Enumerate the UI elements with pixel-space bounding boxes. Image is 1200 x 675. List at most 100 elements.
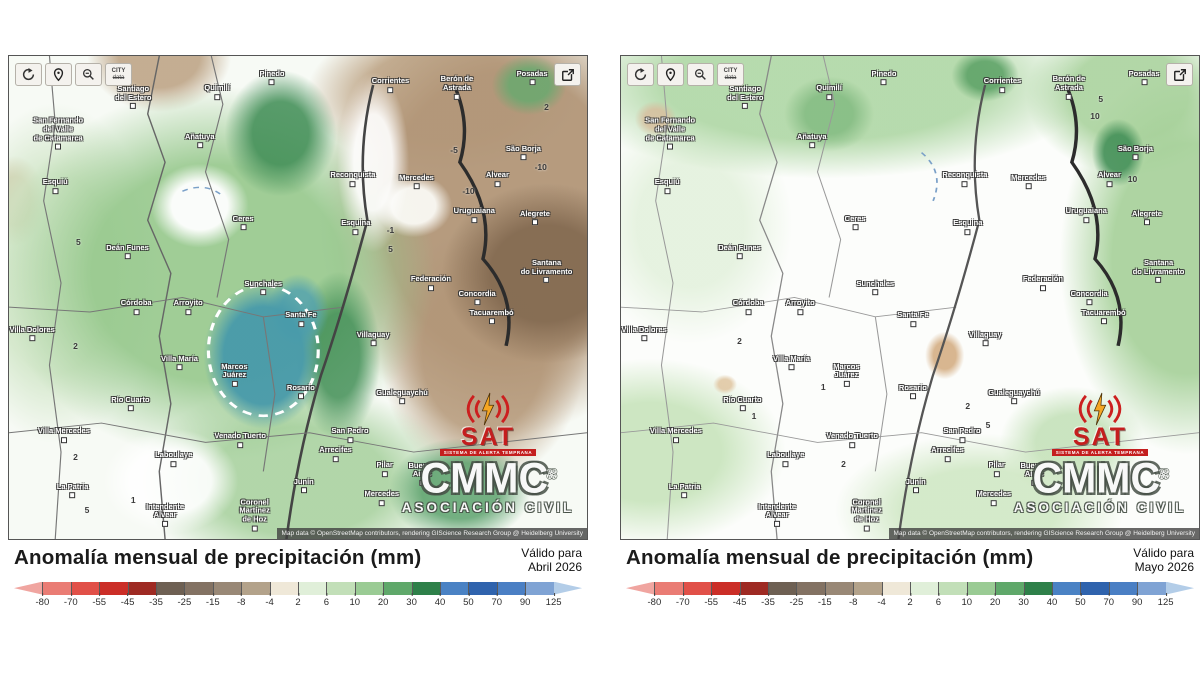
- color-scale-cell: [468, 581, 497, 595]
- city-label: Quimilí: [816, 84, 841, 100]
- city-label: Sunchales: [245, 279, 283, 296]
- city-label: Villaguay: [969, 330, 1002, 347]
- contour-label: 1: [130, 495, 136, 506]
- color-scale-cell: [1080, 581, 1109, 595]
- city-label: Santiago del Estero: [115, 84, 151, 109]
- color-scale-cell: [42, 581, 71, 595]
- export-button[interactable]: [554, 63, 581, 86]
- city-label: Gualeguaychú: [988, 388, 1040, 405]
- city-label: Venado Tuerto: [214, 431, 266, 448]
- color-scale-cell: [824, 581, 854, 595]
- sat-tagline: SISTEMA DE ALERTA TEMPRANA: [1051, 449, 1149, 456]
- contour-label: 1: [820, 381, 826, 392]
- color-scale-cell: [966, 581, 996, 595]
- contour-label: 10: [1090, 111, 1100, 122]
- sat-logo: SAT SISTEMA DE ALERTA TEMPRANA: [1005, 392, 1195, 456]
- scale-tick-label: -35: [761, 592, 775, 608]
- scale-tick-label: -45: [120, 592, 135, 608]
- city-label: Añatuya: [797, 132, 827, 149]
- zoom-out-button[interactable]: [687, 63, 714, 86]
- scale-tick-label: 2: [295, 592, 301, 608]
- anomaly-field: [621, 56, 1199, 539]
- color-scale-cell: [654, 581, 683, 595]
- contour-label: 10: [1127, 174, 1138, 185]
- export-button[interactable]: [1166, 63, 1193, 86]
- color-scale-cell: [212, 581, 242, 595]
- scale-tick-label: 50: [463, 592, 474, 608]
- city-label: La Patria: [669, 482, 701, 499]
- city-label: Deán Funes: [106, 243, 149, 260]
- city-label: Berón de Astrada: [441, 74, 474, 99]
- city-label: Deán Funes: [718, 243, 761, 260]
- city-label: Laboulaye: [767, 451, 804, 467]
- city-label: Santana do Livramento: [521, 258, 573, 283]
- color-scale-cell: [354, 581, 384, 595]
- color-scale-cell: [1023, 581, 1053, 595]
- city-label: San Pedro: [943, 427, 980, 443]
- city-label: Gualeguaychú: [376, 388, 428, 405]
- scale-tick-label: 40: [1046, 592, 1058, 608]
- scale-tick-label: -4: [265, 592, 274, 608]
- precipitation-map-may[interactable]: Santiago del Estero San Fernando del Vall…: [620, 55, 1200, 540]
- color-scale-cell: [1165, 581, 1195, 595]
- color-scale-cell: [853, 581, 882, 595]
- color-scale-cell: [525, 581, 554, 595]
- city-label: Ceres: [845, 214, 866, 231]
- city-label: San Fernando del Valle de Catamarca: [33, 116, 83, 150]
- color-scale-bar: [626, 581, 1195, 595]
- scale-tick-label: 50: [1075, 592, 1086, 608]
- brand-subtitle: ASOCIACIÓN CIVIL: [1013, 500, 1187, 515]
- city-label: Buenos Aires: [409, 461, 437, 486]
- city-label: Arroyito: [786, 299, 815, 315]
- watermark: SAT SISTEMA DE ALERTA TEMPRANA CMMC® ASO…: [393, 392, 583, 515]
- city-data-label-2: data: [112, 74, 125, 81]
- city-label: Esquiú: [655, 178, 680, 195]
- city-data-toggle[interactable]: CITY data: [717, 63, 744, 86]
- zoom-out-button[interactable]: [75, 63, 102, 86]
- city-label: Santa Fe: [897, 311, 928, 327]
- scale-tick-label: -35: [149, 592, 163, 608]
- city-label: Laboulaye: [155, 451, 192, 467]
- color-scale-cell: [938, 581, 967, 595]
- scale-tick-label: -55: [92, 592, 107, 608]
- scale-tick-label: -70: [63, 592, 78, 608]
- locate-button[interactable]: [45, 63, 72, 86]
- scale-tick-label: -55: [704, 592, 719, 608]
- color-scale-cell: [796, 581, 825, 595]
- city-label: Intendente Alvear: [146, 502, 184, 527]
- valid-for-block: Válido para Abril 2026: [521, 546, 582, 575]
- contour-label: 5: [84, 505, 90, 516]
- locate-button[interactable]: [657, 63, 684, 86]
- reset-view-button[interactable]: [627, 63, 654, 86]
- city-label: Villa Mercedes: [38, 427, 90, 443]
- scale-tick-label: -8: [848, 592, 858, 608]
- city-label: Posadas: [1129, 69, 1160, 86]
- city-label: Villa María: [161, 354, 198, 371]
- scale-tick-label: -8: [236, 592, 246, 608]
- contour-label: -1: [386, 224, 395, 235]
- city-label: Arroyito: [174, 299, 203, 315]
- city-label: Federación: [1023, 274, 1063, 291]
- city-label: Posadas: [517, 69, 548, 86]
- color-scale-cell: [711, 581, 740, 595]
- city-label: Marcos Juárez: [221, 362, 247, 387]
- scale-tick-label: 30: [406, 592, 417, 608]
- city-label: Villa María: [773, 354, 810, 371]
- color-scale-cell: [910, 581, 939, 595]
- scale-tick-label: -45: [732, 592, 747, 608]
- scale-tick-label: 30: [1018, 592, 1029, 608]
- reset-view-button[interactable]: [15, 63, 42, 86]
- brand-wordmark: CMMC®: [420, 453, 556, 503]
- scale-tick-label: -15: [817, 592, 832, 608]
- map-attribution: Map data © OpenStreetMap contributors, r…: [277, 528, 587, 539]
- precipitation-map-april[interactable]: Santiago del Estero San Fernando del Vall…: [8, 55, 588, 540]
- city-data-toggle[interactable]: CITY data: [105, 63, 132, 86]
- city-label: Villa Dolores: [9, 325, 54, 342]
- city-label: Mercedes: [364, 489, 399, 506]
- color-scale-cell: [682, 581, 712, 595]
- city-label: Reconquista: [330, 171, 375, 187]
- color-scale-cell: [626, 581, 655, 595]
- city-label: Rosario: [287, 383, 315, 400]
- color-scale-cell: [1052, 581, 1081, 595]
- city-label: São Borja: [1118, 144, 1153, 161]
